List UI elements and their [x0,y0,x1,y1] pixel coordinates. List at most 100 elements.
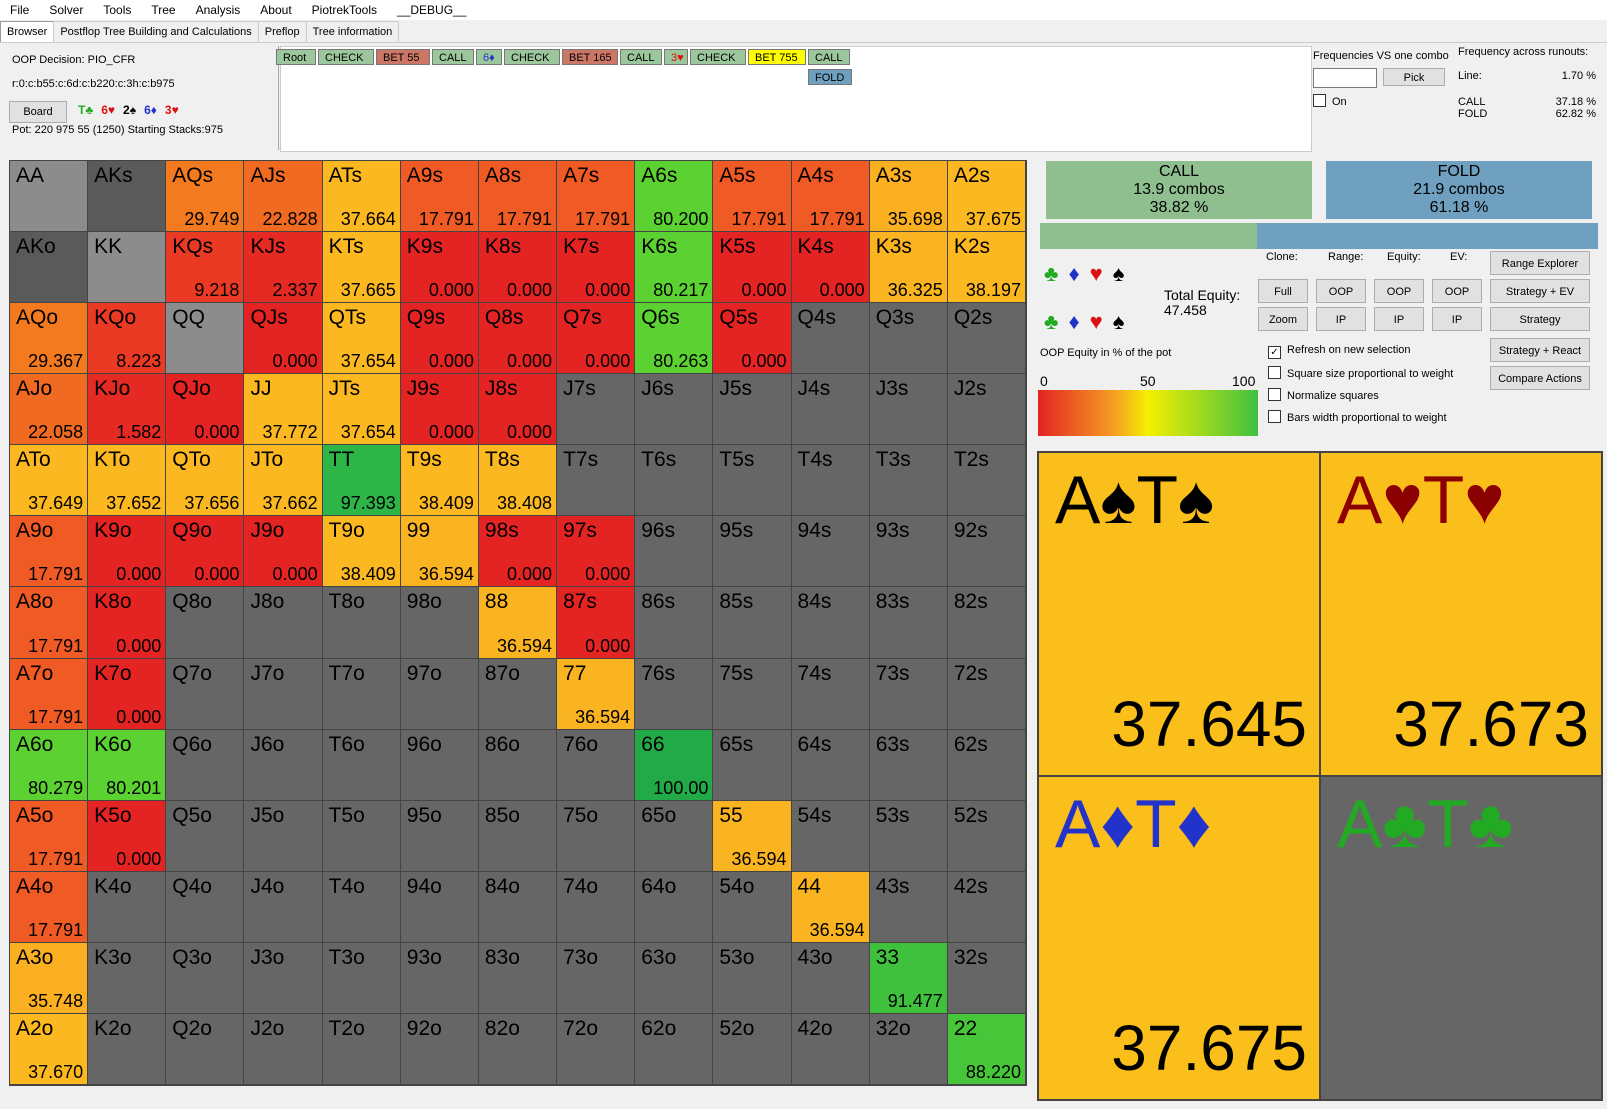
hand-cell-53s[interactable]: 53s [869,800,948,872]
strategy-ev-button[interactable]: Strategy + EV [1490,279,1590,303]
hand-cell-J6s[interactable]: J6s [635,374,714,446]
hand-cell-74o[interactable]: 74o [557,871,636,943]
menu-piotrektools[interactable]: PiotrekTools [311,3,378,17]
hand-cell-J4o[interactable]: J4o [244,871,323,943]
hand-cell-J3o[interactable]: J3o [244,942,323,1014]
strategy-button[interactable]: Strategy [1490,307,1590,331]
combo-cell[interactable]: A♣T♣ [1320,776,1602,1100]
hand-cell-97s[interactable]: 97s 0.000 [557,516,636,588]
hand-cell-73o[interactable]: 73o [557,942,636,1014]
hand-cell-93s[interactable]: 93s [869,516,948,588]
hand-cell-AA[interactable]: AA [10,161,89,233]
hand-cell-Q7o[interactable]: Q7o [166,658,245,730]
hand-cell-J6o[interactable]: J6o [244,729,323,801]
hand-cell-J5o[interactable]: J5o [244,800,323,872]
hand-cell-85o[interactable]: 85o [478,800,558,872]
hand-cell-Q5o[interactable]: Q5o [166,800,245,872]
range-oop-button[interactable]: OOP [1316,279,1366,303]
hand-cell-92o[interactable]: 92o [400,1013,479,1085]
combo-cell[interactable]: A♥T♥ 37.673 [1320,452,1602,776]
hand-cell-94s[interactable]: 94s [791,516,870,588]
suit-filter-icon[interactable]: ♣ [1044,309,1059,334]
hand-cell-K6o[interactable]: K6o 80.201 [88,729,167,801]
hand-cell-QTo[interactable]: QTo 37.656 [166,445,245,517]
hand-cell-A7o[interactable]: A7o 17.791 [10,658,89,730]
action-node-call[interactable]: CALL [620,49,662,65]
hand-cell-T8s[interactable]: T8s 38.408 [478,445,558,517]
hand-cell-A3s[interactable]: A3s 35.698 [869,161,948,233]
hand-cell-94o[interactable]: 94o [400,871,479,943]
hand-cell-K3s[interactable]: K3s 36.325 [869,232,948,304]
hand-cell-T4s[interactable]: T4s [791,445,870,517]
on-checkbox[interactable]: On [1313,94,1347,108]
menu-debug[interactable]: __DEBUG__ [397,3,467,17]
checkbox-box[interactable] [1268,388,1281,401]
hand-cell-K2o[interactable]: K2o [88,1013,167,1085]
action-node-call[interactable]: CALL [432,49,474,65]
hand-cell-A8s[interactable]: A8s 17.791 [478,161,558,233]
hand-cell-J4s[interactable]: J4s [791,374,870,446]
hand-cell-64o[interactable]: 64o [635,871,714,943]
hand-cell-Q4o[interactable]: Q4o [166,871,245,943]
suit-filter-icon[interactable]: ♦ [1068,309,1080,334]
hand-cell-64s[interactable]: 64s [791,729,870,801]
action-node-bet-55[interactable]: BET 55 [376,49,430,65]
hand-cell-54o[interactable]: 54o [713,871,792,943]
suit-filter-icon[interactable]: ♥ [1089,261,1103,286]
hand-cell-Q9s[interactable]: Q9s 0.000 [400,303,479,375]
hand-cell-77[interactable]: 77 36.594 [557,658,636,730]
action-node-bet-755[interactable]: BET 755 [748,49,806,65]
hand-cell-32o[interactable]: 32o [869,1013,948,1085]
hand-cell-J7o[interactable]: J7o [244,658,323,730]
hand-cell-K7s[interactable]: K7s 0.000 [557,232,636,304]
action-node-check[interactable]: CHECK [504,49,560,65]
hand-cell-86s[interactable]: 86s [635,587,714,659]
action-node-call[interactable]: CALL [808,49,850,65]
pick-button[interactable]: Pick [1383,68,1445,86]
fold-action-button[interactable]: FOLD 21.9 combos 61.18 % [1326,161,1592,219]
option-checkbox[interactable]: Normalize squares [1268,388,1379,402]
hand-cell-87s[interactable]: 87s 0.000 [557,587,636,659]
hand-cell-72o[interactable]: 72o [557,1013,636,1085]
suit-filter-icon[interactable]: ♠ [1112,309,1125,334]
hand-cell-KTo[interactable]: KTo 37.652 [88,445,167,517]
hand-cell-86o[interactable]: 86o [478,729,558,801]
hand-cell-82o[interactable]: 82o [478,1013,558,1085]
tab-postflop-tree-building-and-calculations[interactable]: Postflop Tree Building and Calculations [53,21,259,42]
call-action-button[interactable]: CALL 13.9 combos 38.82 % [1046,161,1312,219]
hand-cell-Q2o[interactable]: Q2o [166,1013,245,1085]
menu-analysis[interactable]: Analysis [195,3,241,17]
hand-cell-Q9o[interactable]: Q9o 0.000 [166,516,245,588]
action-node-6-[interactable]: 6♦ [476,49,502,65]
hand-cell-KTs[interactable]: KTs 37.665 [322,232,401,304]
hand-cell-92s[interactable]: 92s [947,516,1026,588]
hand-cell-53o[interactable]: 53o [713,942,792,1014]
hand-cell-T2s[interactable]: T2s [947,445,1026,517]
hand-cell-95s[interactable]: 95s [713,516,792,588]
hand-cell-JJ[interactable]: JJ 37.772 [244,374,323,446]
menu-tools[interactable]: Tools [103,3,132,17]
hand-cell-83o[interactable]: 83o [478,942,558,1014]
hand-cell-AQs[interactable]: AQs 29.749 [166,161,245,233]
hand-cell-TT[interactable]: TT 97.393 [322,445,401,517]
board-button[interactable]: Board [9,101,67,123]
hand-cell-K4o[interactable]: K4o [88,871,167,943]
equity-oop-button[interactable]: OOP [1374,279,1424,303]
range-ip-button[interactable]: IP [1316,307,1366,331]
hand-cell-QJs[interactable]: QJs 0.000 [244,303,323,375]
suit-filter-icon[interactable]: ♣ [1044,261,1059,286]
hand-cell-K5o[interactable]: K5o 0.000 [88,800,167,872]
hand-cell-T7o[interactable]: T7o [322,658,401,730]
hand-cell-K9o[interactable]: K9o 0.000 [88,516,167,588]
hand-cell-32s[interactable]: 32s [947,942,1026,1014]
hand-cell-22[interactable]: 22 88.220 [947,1013,1026,1085]
hand-cell-J5s[interactable]: J5s [713,374,792,446]
compare-actions-button[interactable]: Compare Actions [1490,366,1590,390]
checkbox-box[interactable]: ✓ [1268,346,1281,359]
hand-cell-J3s[interactable]: J3s [869,374,948,446]
hand-cell-76o[interactable]: 76o [557,729,636,801]
hand-cell-JTs[interactable]: JTs 37.654 [322,374,401,446]
hand-cell-54s[interactable]: 54s [791,800,870,872]
hand-cell-96s[interactable]: 96s [635,516,714,588]
action-node-root[interactable]: Root [276,49,316,65]
